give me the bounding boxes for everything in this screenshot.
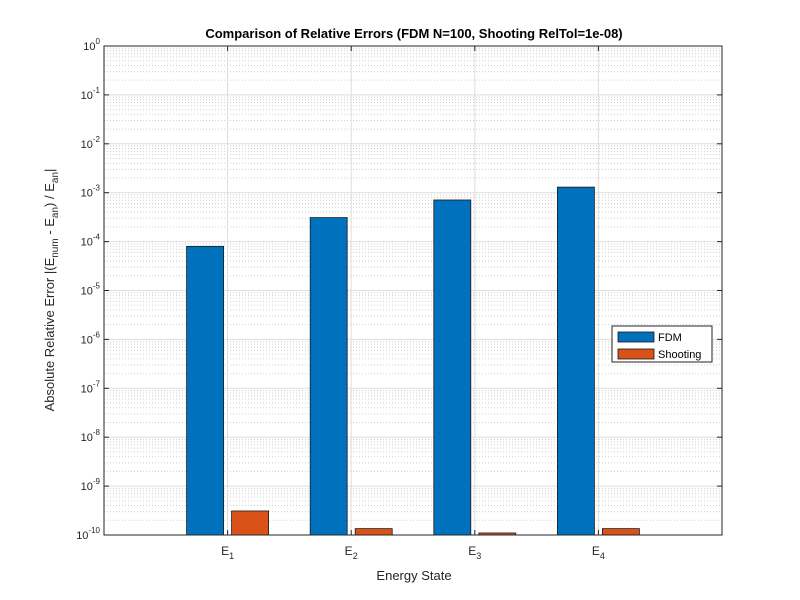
y-tick-labels: 10-10 10-9 10-8 10-7 10-6 10-5 10-4 10-3 10-2 10-… bbox=[76, 37, 100, 542]
legend: FDM Shooting bbox=[611, 325, 713, 363]
x-tick-labels: E1 E2 E3 E4 bbox=[221, 544, 605, 561]
y-tick-label: 10-7 bbox=[81, 379, 101, 395]
bar-shooting-1 bbox=[231, 510, 270, 536]
bar-fdm-1 bbox=[186, 245, 225, 536]
bar-fdm-4 bbox=[557, 186, 595, 536]
bars bbox=[186, 186, 640, 536]
legend-label-fdm: FDM bbox=[658, 332, 682, 344]
y-tick-label: 10-8 bbox=[81, 428, 101, 444]
bar-shooting-4 bbox=[602, 528, 640, 536]
y-tick-label: 10-6 bbox=[81, 330, 101, 346]
legend-label-shooting: Shooting bbox=[658, 349, 701, 361]
x-tick-label: E4 bbox=[592, 544, 605, 561]
legend-swatch-fdm bbox=[617, 331, 655, 343]
y-tick-label: 10-5 bbox=[81, 282, 101, 298]
legend-swatch-shooting bbox=[617, 348, 655, 360]
y-tick-label: 10-3 bbox=[81, 184, 101, 200]
x-tick-label: E2 bbox=[345, 544, 358, 561]
y-tick-label: 10-1 bbox=[81, 86, 101, 102]
x-tick-label: E3 bbox=[468, 544, 481, 561]
y-tick-label: 10-2 bbox=[81, 135, 101, 151]
bar-shooting-2 bbox=[354, 528, 393, 536]
x-axis-label: Energy State bbox=[376, 568, 451, 583]
chart-title: Comparison of Relative Errors (FDM N=100… bbox=[205, 26, 622, 41]
x-tick-label: E1 bbox=[221, 544, 234, 561]
bar-fdm-2 bbox=[309, 217, 348, 536]
y-tick-label: 10-10 bbox=[76, 526, 100, 542]
y-axis-label: Absolute Relative Error |(Enum - Ean) / … bbox=[42, 169, 61, 412]
y-tick-label: 100 bbox=[83, 37, 100, 53]
y-tick-label: 10-9 bbox=[81, 477, 101, 493]
axis-ticks bbox=[104, 45, 722, 536]
bar-fdm-3 bbox=[433, 199, 472, 536]
y-tick-label: 10-4 bbox=[81, 233, 101, 249]
